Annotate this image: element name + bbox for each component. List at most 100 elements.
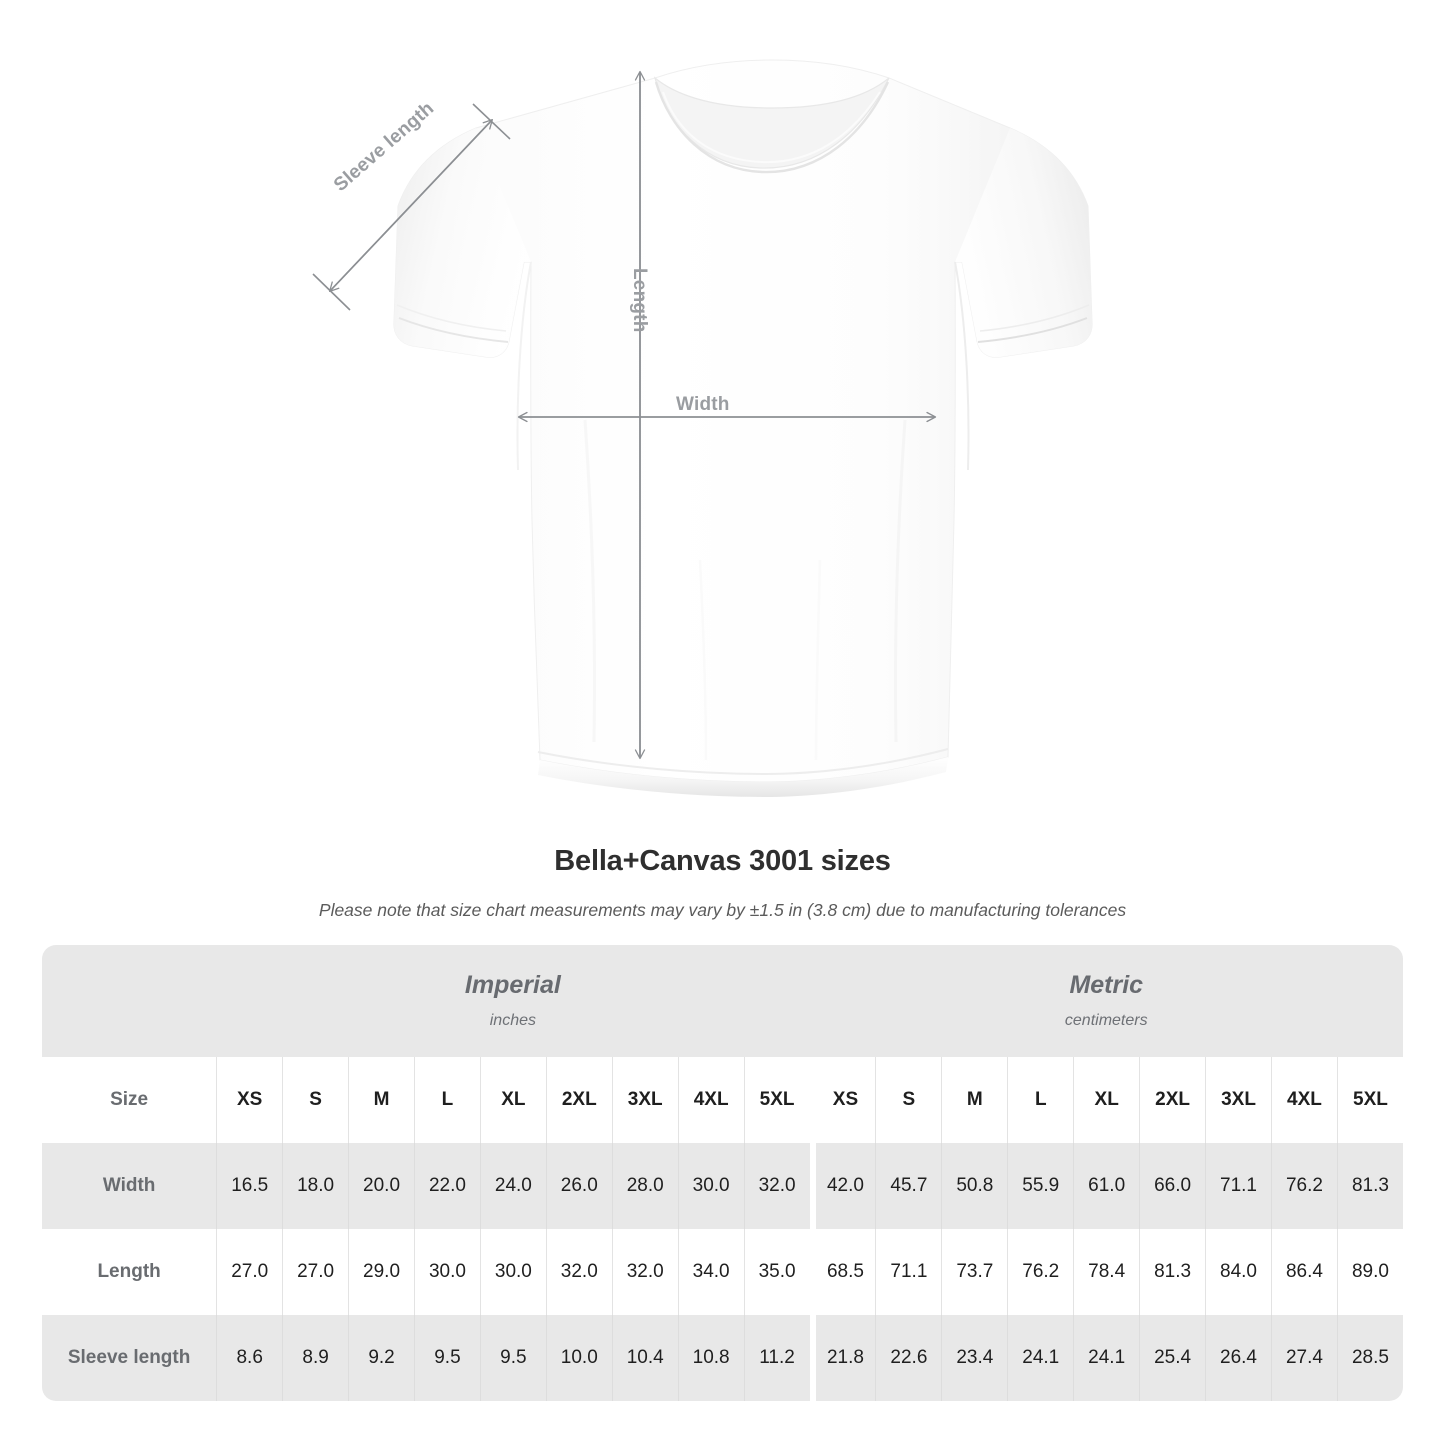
cell-sleeve-length-imperial-2xl: 10.0 <box>545 1315 612 1401</box>
size-header-imperial-4xl: 4XL <box>677 1057 744 1143</box>
cell-width-imperial-5xl: 32.0 <box>743 1143 810 1229</box>
cell-sleeve-length-metric-m: 23.4 <box>941 1315 1008 1401</box>
size-header-metric-xl: XL <box>1073 1057 1140 1143</box>
row-label-width: Width <box>42 1143 217 1229</box>
cell-sleeve-length-metric-s: 22.6 <box>875 1315 942 1401</box>
row-label-length: Length <box>42 1229 217 1315</box>
cell-sleeve-length-imperial-m: 9.2 <box>348 1315 414 1401</box>
size-header-imperial-xl: XL <box>479 1057 546 1143</box>
title-block: Bella+Canvas 3001 sizes Please note that… <box>0 845 1445 921</box>
unit-banner-row: Imperial inches Metric centimeters <box>42 945 1403 1057</box>
cell-width-metric-m: 50.8 <box>941 1143 1008 1229</box>
page-title: Bella+Canvas 3001 sizes <box>554 845 891 877</box>
cell-sleeve-length-metric-2xl: 25.4 <box>1139 1315 1206 1401</box>
cell-sleeve-length-imperial-xl: 9.5 <box>479 1315 546 1401</box>
cell-length-metric-xl: 78.4 <box>1073 1229 1140 1315</box>
size-header-metric-5xl: 5XL <box>1336 1057 1403 1143</box>
size-header-metric-4xl: 4XL <box>1270 1057 1337 1143</box>
cell-length-imperial-s: 27.0 <box>282 1229 349 1315</box>
table-corner-label: Size <box>42 1057 217 1143</box>
cell-length-metric-l: 76.2 <box>1007 1229 1074 1315</box>
unit-banner-imperial: Imperial inches <box>216 945 810 1057</box>
size-header-imperial-3xl: 3XL <box>611 1057 678 1143</box>
table-row: Length 27.0 27.0 29.0 30.0 30.0 32.0 32.0 34.0 35… <box>42 1229 1403 1315</box>
cell-width-metric-4xl: 76.2 <box>1270 1143 1337 1229</box>
unit-imperial-name: Imperial <box>464 970 561 999</box>
size-header-metric-2xl: 2XL <box>1139 1057 1206 1143</box>
size-header-imperial-5xl: 5XL <box>743 1057 810 1143</box>
width-label: Width <box>676 394 730 415</box>
cell-length-imperial-5xl: 35.0 <box>743 1229 810 1315</box>
unit-metric-sub: centimeters <box>1064 1011 1148 1029</box>
cell-length-metric-3xl: 84.0 <box>1205 1229 1271 1315</box>
cell-width-imperial-xs: 16.5 <box>216 1143 283 1229</box>
cell-sleeve-length-imperial-l: 9.5 <box>413 1315 480 1401</box>
cell-width-imperial-m: 20.0 <box>348 1143 414 1229</box>
size-table-container: Imperial inches Metric centimeters Size XS S M L… <box>42 945 1403 1401</box>
cell-length-metric-s: 71.1 <box>875 1229 942 1315</box>
unit-banner-spacer <box>42 945 217 1057</box>
cell-sleeve-length-imperial-5xl: 11.2 <box>743 1315 810 1401</box>
cell-length-imperial-m: 29.0 <box>348 1229 414 1315</box>
size-header-imperial-m: M <box>348 1057 414 1143</box>
cell-sleeve-length-imperial-4xl: 10.8 <box>677 1315 744 1401</box>
cell-length-metric-m: 73.7 <box>941 1229 1008 1315</box>
size-header-metric-m: M <box>941 1057 1008 1143</box>
cell-sleeve-length-metric-l: 24.1 <box>1007 1315 1074 1401</box>
unit-banner-metric: Metric centimeters <box>809 945 1403 1057</box>
cell-width-metric-3xl: 71.1 <box>1205 1143 1271 1229</box>
cell-sleeve-length-metric-5xl: 28.5 <box>1336 1315 1403 1401</box>
unit-metric-name: Metric <box>1069 970 1144 999</box>
cell-length-metric-2xl: 81.3 <box>1139 1229 1206 1315</box>
size-table: Imperial inches Metric centimeters Size XS S M L… <box>42 945 1403 1401</box>
size-header-metric-3xl: 3XL <box>1205 1057 1271 1143</box>
cell-width-imperial-3xl: 28.0 <box>611 1143 678 1229</box>
cell-width-metric-5xl: 81.3 <box>1336 1143 1403 1229</box>
cell-width-metric-s: 45.7 <box>875 1143 942 1229</box>
cell-length-imperial-3xl: 32.0 <box>611 1229 678 1315</box>
cell-sleeve-length-metric-xl: 24.1 <box>1073 1315 1140 1401</box>
cell-length-imperial-l: 30.0 <box>413 1229 480 1315</box>
tshirt-illustration-svg <box>312 59 1093 797</box>
cell-width-imperial-4xl: 30.0 <box>677 1143 744 1229</box>
cell-width-imperial-xl: 24.0 <box>479 1143 546 1229</box>
size-header-imperial-l: L <box>413 1057 480 1143</box>
cell-length-imperial-xl: 30.0 <box>479 1229 546 1315</box>
size-header-metric-s: S <box>875 1057 942 1143</box>
cell-length-imperial-4xl: 34.0 <box>677 1229 744 1315</box>
table-row: Width 16.5 18.0 20.0 22.0 24.0 26.0 28.0 30.0 32.… <box>42 1143 1403 1229</box>
cell-width-metric-l: 55.9 <box>1007 1143 1074 1229</box>
cell-sleeve-length-metric-4xl: 27.4 <box>1270 1315 1337 1401</box>
size-header-imperial-s: S <box>282 1057 349 1143</box>
cell-length-imperial-xs: 27.0 <box>216 1229 283 1315</box>
table-row: Sleeve length 8.6 8.9 9.2 9.5 9.5 10.0 10.4 10.8… <box>42 1315 1403 1401</box>
size-header-metric-xs: XS <box>809 1057 876 1143</box>
cell-length-imperial-2xl: 32.0 <box>545 1229 612 1315</box>
length-label: Length <box>629 268 650 333</box>
cell-width-imperial-2xl: 26.0 <box>545 1143 612 1229</box>
cell-width-metric-xl: 61.0 <box>1073 1143 1140 1229</box>
cell-length-metric-5xl: 89.0 <box>1336 1229 1403 1315</box>
cell-width-metric-xs: 42.0 <box>809 1143 876 1229</box>
cell-sleeve-length-metric-3xl: 26.4 <box>1205 1315 1271 1401</box>
size-header-imperial-2xl: 2XL <box>545 1057 612 1143</box>
dimension-lines <box>312 70 937 760</box>
cell-length-metric-4xl: 86.4 <box>1270 1229 1337 1315</box>
row-label-sleeve-length: Sleeve length <box>42 1315 217 1401</box>
tolerance-note: Please note that size chart measurements… <box>318 900 1127 920</box>
cell-width-imperial-s: 18.0 <box>282 1143 349 1229</box>
cell-sleeve-length-imperial-s: 8.9 <box>282 1315 349 1401</box>
size-header-imperial-xs: XS <box>216 1057 283 1143</box>
size-header-row: Size XS S M L XL 2XL 3XL 4XL 5XL XS S M L XL 2XL 3XL 4XL 5… <box>42 1057 1403 1143</box>
cell-width-metric-2xl: 66.0 <box>1139 1143 1206 1229</box>
cell-width-imperial-l: 22.0 <box>413 1143 480 1229</box>
cell-sleeve-length-imperial-xs: 8.6 <box>216 1315 283 1401</box>
cell-length-metric-xs: 68.5 <box>809 1229 876 1315</box>
tshirt-measurement-diagram: Sleeve length Length Width <box>312 59 1093 797</box>
tshirt-body-shape <box>393 59 1093 797</box>
unit-imperial-sub: inches <box>489 1011 536 1029</box>
cell-sleeve-length-imperial-3xl: 10.4 <box>611 1315 678 1401</box>
cell-sleeve-length-metric-xs: 21.8 <box>809 1315 876 1401</box>
sleeve-length-dimension-arrow <box>312 103 511 311</box>
